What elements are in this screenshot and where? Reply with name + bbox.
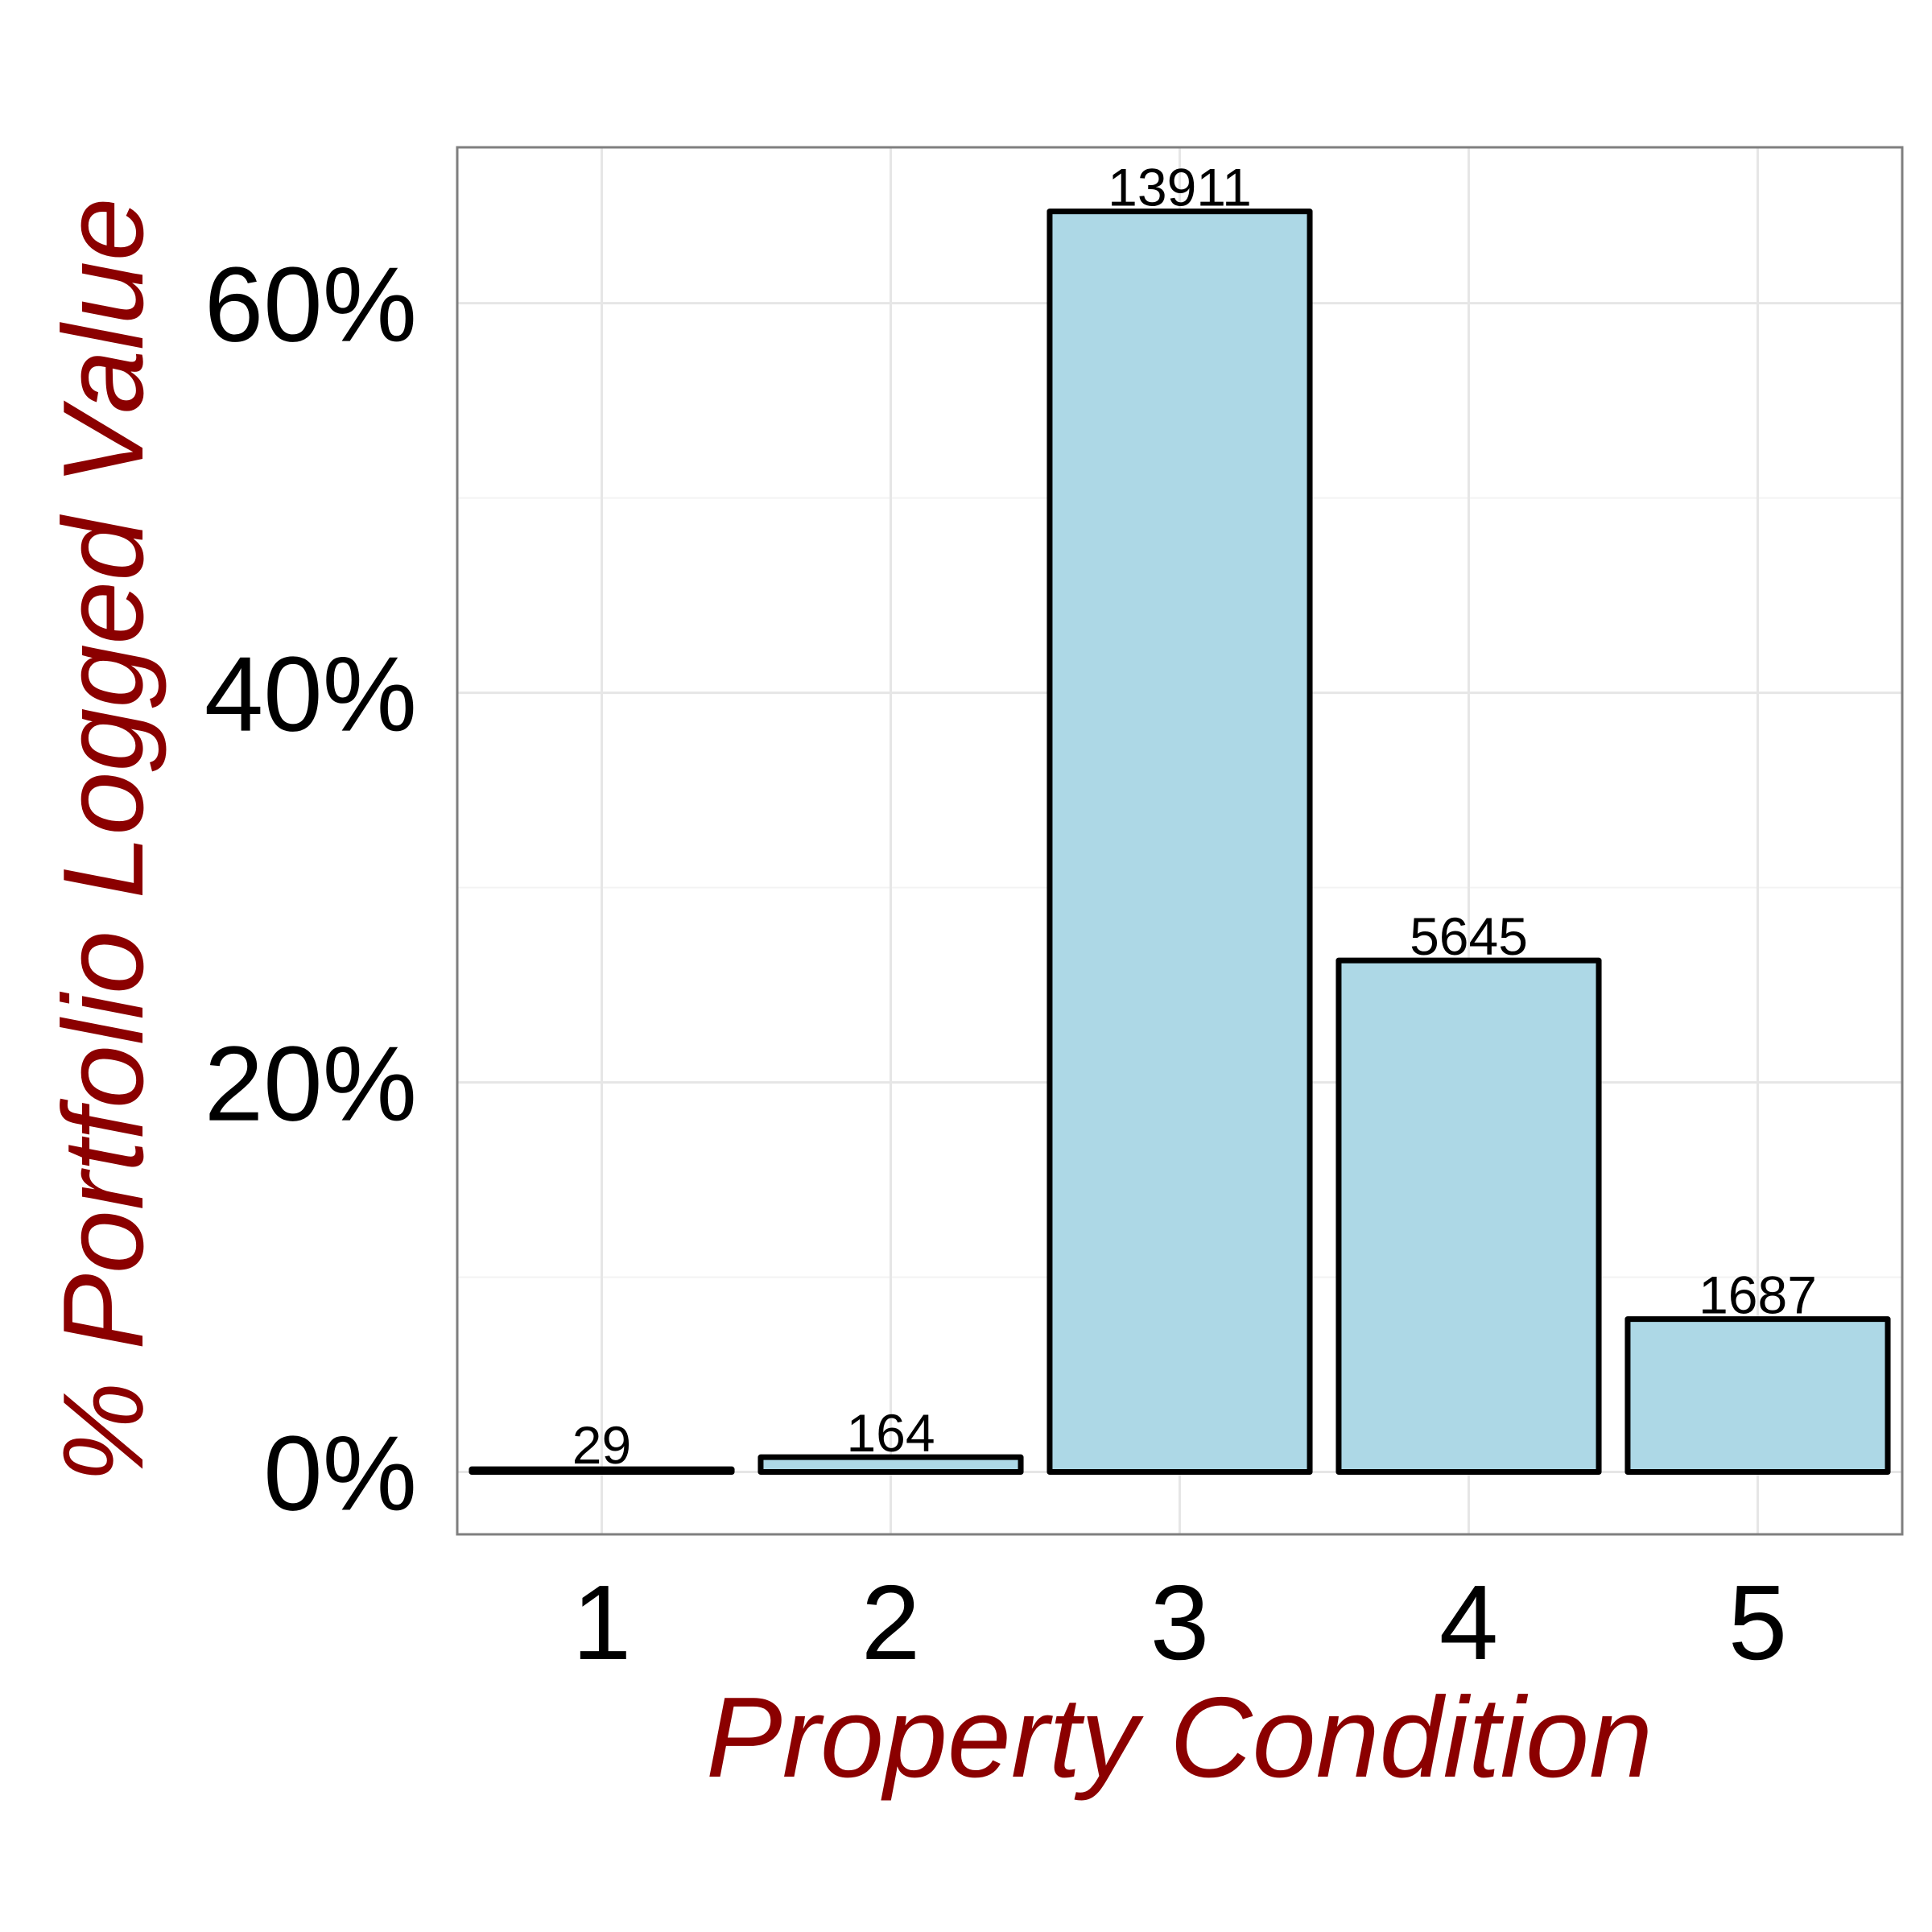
x-axis-title: Property Condition bbox=[706, 1674, 1653, 1802]
x-tick-label: 5 bbox=[1728, 1563, 1787, 1682]
bar-count-label: 5645 bbox=[1410, 906, 1528, 966]
y-axis-tick-labels: 0% 20% 40% 60% bbox=[204, 246, 417, 1533]
bar bbox=[758, 1454, 1024, 1476]
y-tick-label: 0% bbox=[263, 1414, 417, 1533]
bar bbox=[1335, 957, 1602, 1476]
x-tick-label: 3 bbox=[1150, 1563, 1209, 1682]
y-tick-label: 40% bbox=[204, 635, 417, 753]
bar bbox=[1624, 1316, 1891, 1476]
plot-panel-border bbox=[456, 146, 1904, 1536]
y-tick-label: 60% bbox=[204, 246, 417, 364]
bar-count-label: 1687 bbox=[1699, 1265, 1817, 1325]
y-axis-title: % Portfolio Logged Value bbox=[39, 197, 167, 1483]
x-tick-label: 1 bbox=[572, 1563, 631, 1682]
bar-count-labels: 29 164 13911 5645 1687 bbox=[572, 158, 1817, 1476]
bar bbox=[1046, 208, 1313, 1476]
x-tick-label: 2 bbox=[861, 1563, 920, 1682]
y-tick-label: 20% bbox=[204, 1025, 417, 1143]
bar-count-label: 29 bbox=[572, 1415, 631, 1475]
x-axis-tick-labels: 1 2 3 4 5 bbox=[572, 1563, 1787, 1682]
bar-count-label: 13911 bbox=[1108, 158, 1252, 217]
bar bbox=[469, 1466, 735, 1476]
bar-count-label: 164 bbox=[846, 1403, 935, 1463]
bars bbox=[469, 208, 1891, 1476]
x-tick-label: 4 bbox=[1439, 1563, 1498, 1682]
